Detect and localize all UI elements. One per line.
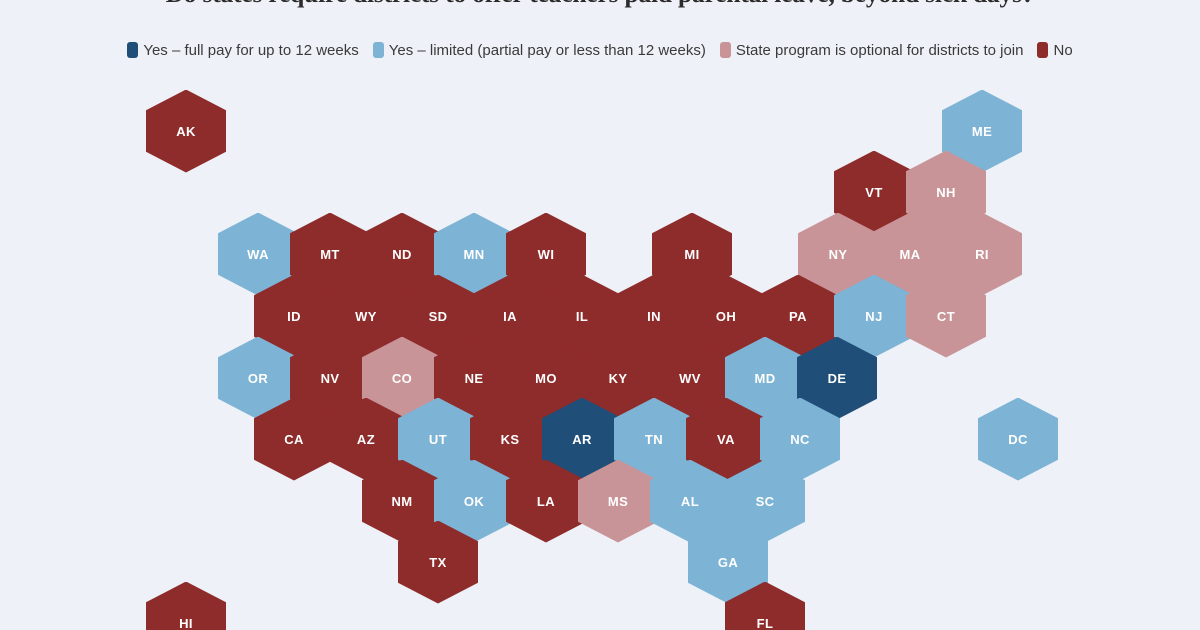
legend-label-no: No (1053, 41, 1073, 59)
hex-label-nj: NJ (865, 308, 883, 324)
hex-label-wi: WI (537, 246, 555, 262)
hex-label-in: IN (647, 308, 661, 324)
hex-label-de: DE (827, 370, 847, 386)
hex-label-hi: HI (179, 615, 193, 630)
hex-label-ne: NE (464, 370, 484, 386)
hex-label-fl: FL (756, 615, 774, 630)
hex-label-id: ID (287, 308, 301, 324)
legend-item-optional[interactable]: State program is optional for districts … (719, 41, 1024, 59)
hex-label-mi: MI (684, 246, 700, 262)
hex-label-ms: MS (607, 493, 629, 509)
hex-label-ia: IA (503, 308, 517, 324)
hex-label-nv: NV (320, 370, 340, 386)
hex-label-nc: NC (790, 431, 810, 447)
legend-swatch-optional (719, 42, 731, 58)
hex-label-mt: MT (320, 246, 340, 262)
hex-label-va: VA (717, 431, 735, 447)
hex-label-al: AL (680, 493, 700, 509)
page-title: Do states require districts to offer tea… (0, 0, 1200, 9)
hex-label-ut: UT (428, 431, 448, 447)
legend-swatch-limited (372, 42, 384, 58)
legend-item-full_pay[interactable]: Yes – full pay for up to 12 weeks (127, 41, 359, 59)
hex-label-wa: WA (247, 246, 269, 262)
hex-label-az: AZ (356, 431, 376, 447)
hex-label-or: OR (247, 370, 269, 386)
hex-label-ct: CT (936, 308, 956, 324)
hex-label-nh: NH (936, 184, 956, 200)
hex-state-dc[interactable]: DC (978, 397, 1058, 481)
legend-item-limited[interactable]: Yes – limited (partial pay or less than … (372, 41, 706, 59)
hex-label-ky: KY (608, 370, 628, 386)
hex-label-dc: DC (1008, 431, 1028, 447)
legend-label-full_pay: Yes – full pay for up to 12 weeks (143, 41, 359, 59)
hex-label-ma: MA (899, 246, 921, 262)
hex-label-ca: CA (284, 431, 304, 447)
hex-label-ri: RI (975, 246, 989, 262)
hex-label-md: MD (754, 370, 776, 386)
hex-label-la: LA (536, 493, 556, 509)
hex-label-tn: TN (644, 431, 664, 447)
hex-label-co: CO (391, 370, 413, 386)
hex-label-ny: NY (828, 246, 848, 262)
hex-label-mo: MO (535, 370, 557, 386)
hex-label-ar: AR (572, 431, 592, 447)
hex-label-vt: VT (865, 184, 883, 200)
hex-label-tx: TX (429, 554, 447, 570)
hex-state-ak[interactable]: AK (146, 89, 226, 173)
hex-state-ca[interactable]: CA (254, 397, 334, 481)
hex-label-sd: SD (428, 308, 448, 324)
hex-label-ks: KS (500, 431, 520, 447)
hex-label-pa: PA (789, 308, 807, 324)
hex-label-sc: SC (755, 493, 775, 509)
hex-label-ok: OK (463, 493, 485, 509)
hex-label-wy: WY (355, 308, 377, 324)
hex-label-me: ME (971, 123, 993, 139)
legend: Yes – full pay for up to 12 weeks Yes – l… (0, 39, 1200, 61)
legend-label-optional: State program is optional for districts … (735, 41, 1024, 59)
hex-label-nd: ND (392, 246, 412, 262)
legend-item-no[interactable]: No (1037, 41, 1073, 59)
hex-label-mn: MN (463, 246, 485, 262)
hex-label-wv: WV (679, 370, 701, 386)
hex-label-oh: OH (715, 308, 737, 324)
legend-label-limited: Yes – limited (partial pay or less than … (388, 41, 706, 59)
legend-swatch-no (1037, 42, 1049, 58)
hex-label-il: IL (575, 308, 589, 324)
legend-swatch-full_pay (127, 42, 139, 58)
hex-label-nm: NM (391, 493, 413, 509)
hex-label-ak: AK (176, 123, 196, 139)
hex-label-ga: GA (717, 554, 739, 570)
hex-state-hi[interactable]: HI (146, 581, 226, 630)
